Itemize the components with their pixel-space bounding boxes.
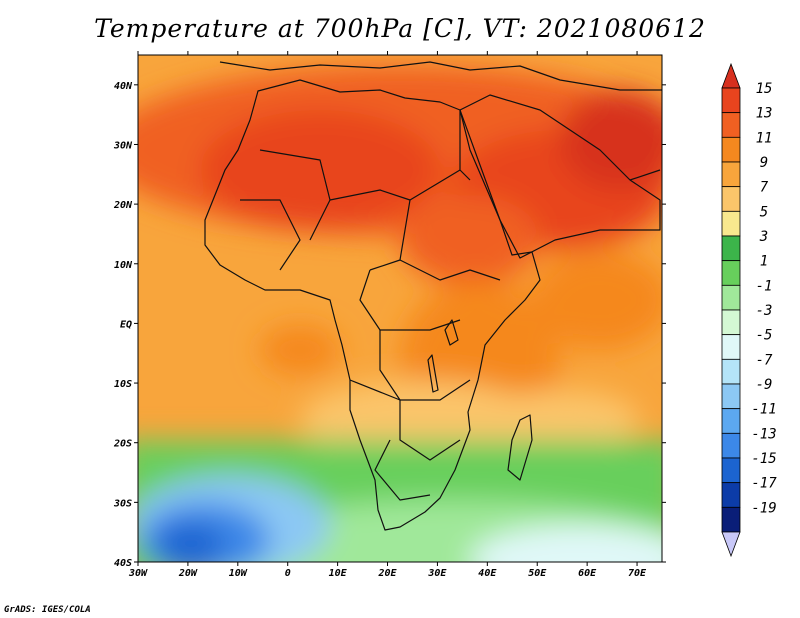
lat-tick-label: 10S: [114, 379, 132, 390]
lat-tick-label: 30N: [113, 140, 133, 151]
lat-tick-label: 40N: [114, 81, 133, 92]
lon-tick-label: 10E: [329, 568, 348, 579]
colorbar-label: 15: [756, 81, 773, 97]
lat-tick-label: 40S: [114, 558, 132, 569]
map-title: Temperature at 700hPa [C], VT: 202108061…: [94, 14, 706, 43]
longitude-axis: 30W 20W 10W 0 10E 20E 30E 40E 50E 60E 70E: [128, 51, 647, 579]
lon-tick-label: 50E: [528, 568, 547, 579]
colorbar-max-triangle: [721, 62, 741, 89]
latitude-axis: 40N 30N 20N 10N EQ 10S 20S 30S 40S: [113, 81, 666, 569]
colorbar-segment: [721, 210, 741, 237]
colorbar-label: -15: [751, 451, 776, 467]
lon-tick-label: 70E: [628, 568, 647, 579]
colorbar-label: 7: [760, 180, 769, 196]
colorbar-label: -11: [751, 402, 776, 418]
colorbar-segment: [721, 235, 741, 262]
colorbar-segment: [721, 482, 741, 508]
colorbar-min-triangle: [721, 531, 741, 558]
colorbar-label: 9: [760, 155, 768, 171]
grads-credit: GrADS: IGES/COLA: [4, 605, 91, 615]
lat-tick-label: 10N: [114, 260, 133, 271]
lon-tick-label: 30E: [427, 568, 447, 579]
colorbar-segment: [721, 284, 741, 311]
lat-tick-label: 20N: [113, 200, 133, 211]
colorbar-label: -5: [756, 328, 773, 344]
colorbar-label: 1: [760, 254, 768, 270]
colorbar-segment: [721, 161, 741, 188]
map-frame: [137, 54, 663, 563]
colorbar-label: 5: [760, 204, 768, 220]
lon-tick-label: 10W: [229, 568, 248, 579]
lon-tick-label: 20E: [377, 568, 397, 579]
coastline-borders: [204, 61, 662, 531]
lat-tick-label: EQ: [120, 319, 132, 330]
colorbar-segment: [721, 186, 741, 212]
colorbar-segment: [721, 408, 741, 434]
colorbar-label: -3: [756, 303, 773, 319]
colorbar-label: 13: [756, 106, 773, 122]
lon-tick-label: 60E: [578, 568, 597, 579]
colorbar-segment: [721, 358, 741, 385]
colorbar-segment: [721, 260, 741, 286]
colorbar-label: 11: [756, 130, 773, 146]
colorbar-segment: [721, 506, 741, 533]
lon-tick-label: 20W: [178, 568, 198, 579]
colorbar-segment: [721, 334, 741, 360]
colorbar-label: -7: [756, 352, 773, 368]
colorbar-segment: [721, 309, 741, 336]
colorbar-segment: [721, 457, 741, 484]
colorbar-segment: [721, 136, 741, 163]
lon-tick-label: 30W: [128, 568, 148, 579]
colorbar-label: -1: [756, 278, 773, 294]
lon-tick-label: 40E: [478, 568, 497, 579]
temperature-field: [138, 55, 662, 562]
colorbar-label: -17: [751, 476, 777, 492]
colorbar: 15 13 11 9 7 5 3 1 -1 -3 -5 -7 -9 -11 -13 -15 -17 -19: [721, 62, 777, 558]
colorbar-segment: [721, 112, 741, 138]
colorbar-segment: [721, 87, 741, 114]
lon-tick-label: 0: [285, 568, 291, 579]
lat-tick-label: 20S: [113, 439, 132, 450]
lat-tick-label: 30S: [113, 498, 132, 509]
colorbar-segment: [721, 383, 741, 410]
colorbar-label: -13: [751, 426, 776, 442]
colorbar-label: 3: [759, 229, 768, 245]
colorbar-label: -9: [756, 377, 773, 393]
colorbar-segment: [721, 432, 741, 459]
colorbar-label: -19: [751, 500, 776, 516]
